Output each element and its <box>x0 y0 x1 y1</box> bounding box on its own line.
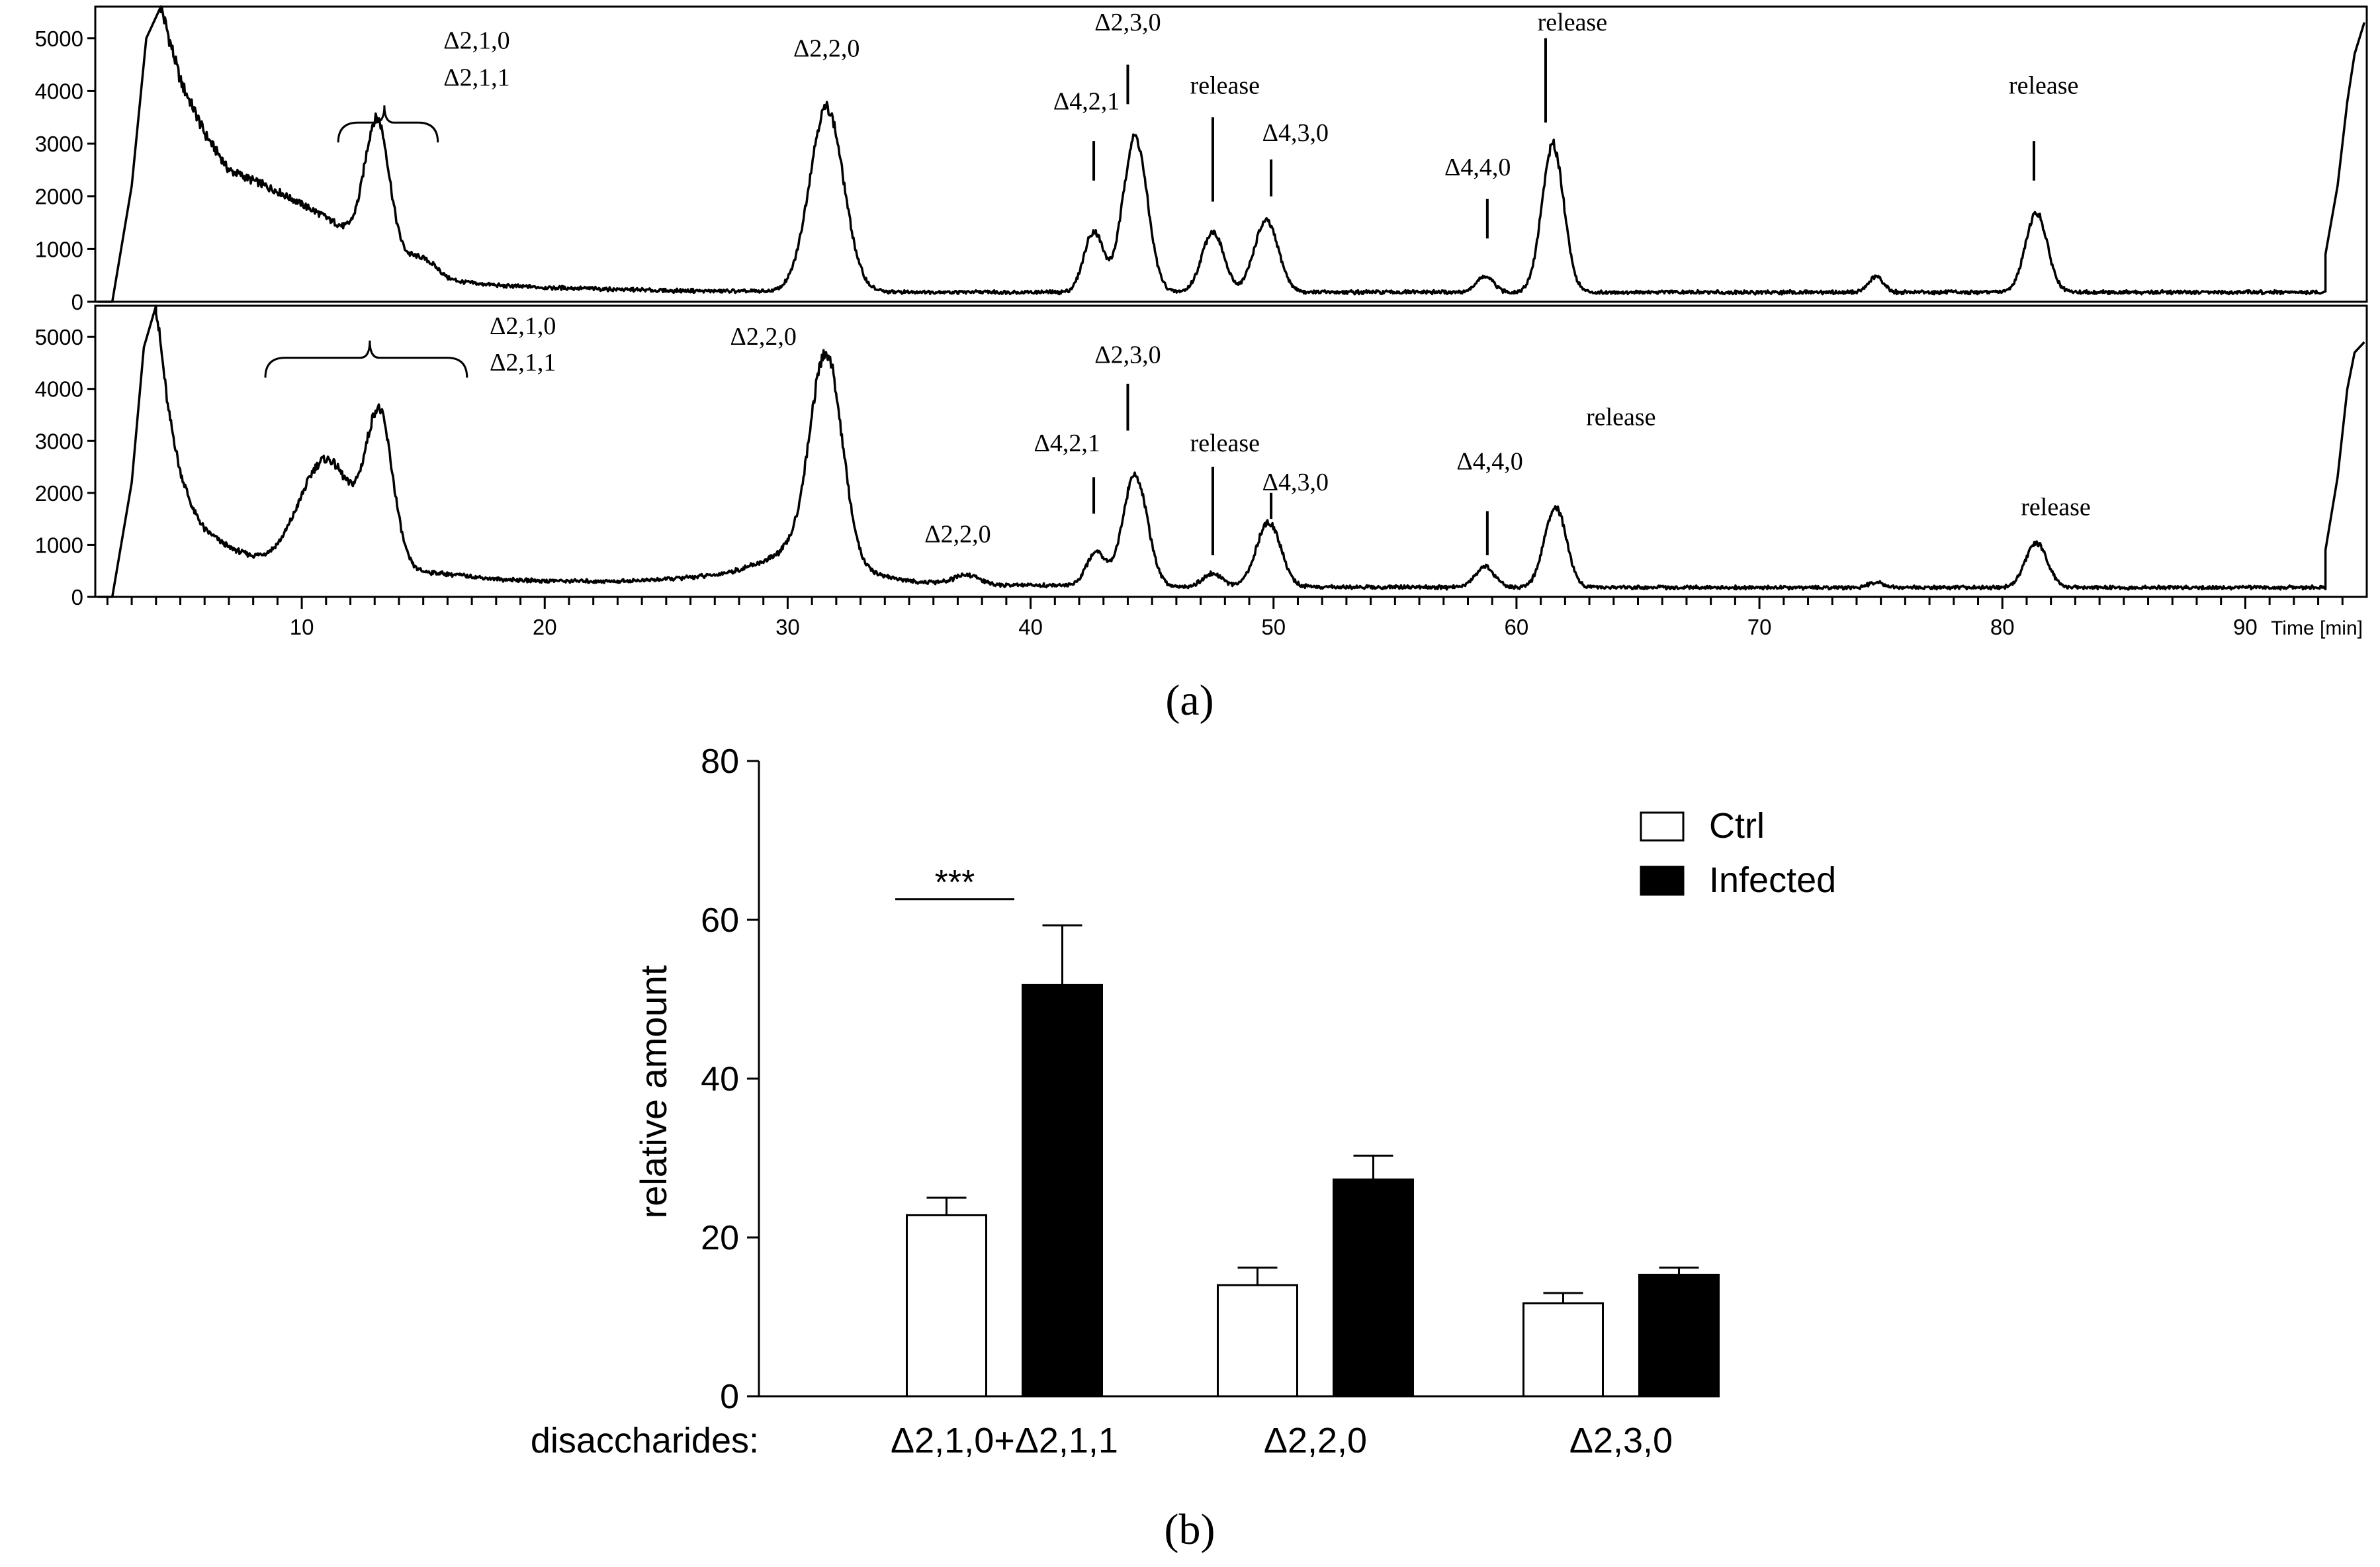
bar-y-tick-label: 60 <box>701 901 739 940</box>
bar-ctrl <box>1217 1284 1298 1398</box>
x-tick-label: 70 <box>1747 615 1772 639</box>
bar-x-axis-label: disaccharides: <box>531 1421 759 1460</box>
bar-ctrl <box>1522 1302 1604 1398</box>
bottom-peak-label: Δ4,3,0 <box>1262 469 1329 496</box>
top-y-tick-label: 5000 <box>35 26 83 51</box>
legend-label-ctrl: Ctrl <box>1709 806 1765 846</box>
top-peak-label: Δ4,2,1 <box>1053 87 1120 115</box>
top-peak-label: Δ2,1,0 <box>443 27 509 55</box>
x-tick-label: 10 <box>290 615 314 639</box>
bottom-peak-brace <box>264 340 468 378</box>
top-peak-label: release <box>1190 71 1260 99</box>
x-tick-label: 80 <box>1990 615 2015 639</box>
top-peak-brace <box>337 105 439 143</box>
bar-ctrl <box>906 1214 987 1398</box>
bar-y-tick-label: 20 <box>701 1219 739 1257</box>
top-y-tick-label: 1000 <box>35 237 83 261</box>
chromatogram-bottom-panel: 0 1000 2000 3000 4000 5000 Δ2,1,0 Δ2,1,1 Δ2,2,0 Δ… <box>35 304 2368 609</box>
bottom-y-tick-label: 2000 <box>35 481 83 506</box>
bar-y-tick-label: 0 <box>720 1378 739 1416</box>
bar-infected <box>1333 1178 1414 1398</box>
bar-category-label: Δ2,2,0 <box>1264 1421 1367 1460</box>
bottom-y-tick-label: 0 <box>71 585 83 609</box>
bottom-y-tick-label: 3000 <box>35 429 83 453</box>
bottom-y-tick-label: 4000 <box>35 377 83 402</box>
top-peak-label: Δ2,1,1 <box>443 64 509 91</box>
top-y-tick-label: 0 <box>71 290 83 314</box>
bar-infected <box>1022 983 1103 1398</box>
bar-y-tick-label: 80 <box>701 742 739 781</box>
bottom-peak-label: Δ2,3,0 <box>1094 341 1161 369</box>
top-peak-label: release <box>1538 9 1607 36</box>
bottom-y-tick-label: 5000 <box>35 325 83 349</box>
top-peak-label: Δ4,3,0 <box>1262 119 1329 147</box>
bottom-peak-label: release <box>1586 404 1655 431</box>
legend-swatch-infected <box>1640 866 1685 896</box>
x-axis-label: Time [min] <box>2271 617 2363 639</box>
bar-category-label: Δ2,3,0 <box>1569 1421 1673 1460</box>
x-tick-label: 60 <box>1505 615 1529 639</box>
top-peak-label: release <box>2009 71 2078 99</box>
significance-label: *** <box>935 864 975 902</box>
bottom-y-tick-label: 1000 <box>35 533 83 557</box>
x-tick-label: 90 <box>2233 615 2258 639</box>
top-chromatogram-trace <box>97 5 2365 303</box>
bar-y-tick-label: 40 <box>701 1060 739 1098</box>
x-tick-label: 20 <box>533 615 557 639</box>
top-y-tick-label: 4000 <box>35 79 83 103</box>
bottom-peak-label: Δ4,4,0 <box>1456 448 1522 476</box>
bottom-plot-frame <box>94 304 2368 598</box>
x-tick-label: 30 <box>775 615 800 639</box>
figure-label-b: (b) <box>1165 1505 1215 1554</box>
top-plot-frame <box>94 5 2368 303</box>
bottom-peak-label: release <box>1190 429 1260 457</box>
top-y-tick-label: 3000 <box>35 132 83 156</box>
top-peak-label: Δ4,4,0 <box>1444 154 1511 181</box>
top-y-tick-label: 2000 <box>35 185 83 209</box>
bottom-peak-label: Δ4,2,1 <box>1034 429 1100 457</box>
figure-label-a: (a) <box>1165 676 1213 725</box>
bottom-chromatogram-trace <box>97 304 2365 598</box>
chromatogram-x-axis: 10 20 30 40 50 60 70 80 90 Time [min] <box>106 597 2363 639</box>
bottom-peak-label: Δ2,1,0 <box>490 312 556 340</box>
top-peak-label: Δ2,3,0 <box>1094 9 1161 36</box>
bar-category-label: Δ2,1,0+Δ2,1,1 <box>891 1421 1118 1460</box>
x-tick-label: 40 <box>1018 615 1043 639</box>
bar-y-axis-label: relative amount <box>633 965 674 1218</box>
x-tick-label: 50 <box>1261 615 1286 639</box>
chromatogram-top-panel: 0 1000 2000 3000 4000 5000 Δ2,1,0 Δ2,1,1 Δ2,2,0 Δ… <box>35 5 2368 314</box>
top-peak-label: Δ2,2,0 <box>793 35 859 63</box>
bar-infected <box>1638 1273 1720 1398</box>
bottom-peak-label: Δ2,2,0 <box>730 323 796 351</box>
bottom-peak-label: Δ2,2,0 <box>924 521 991 549</box>
legend-swatch-ctrl <box>1640 811 1685 842</box>
bottom-peak-label: Δ2,1,1 <box>490 349 556 377</box>
bottom-peak-label: release <box>2021 494 2090 521</box>
bar-chart-panel: 0 20 40 60 80 relative amount Δ2,1,0+Δ2,1,1 Δ2,… <box>531 742 1836 1460</box>
legend-label-infected: Infected <box>1709 860 1836 900</box>
